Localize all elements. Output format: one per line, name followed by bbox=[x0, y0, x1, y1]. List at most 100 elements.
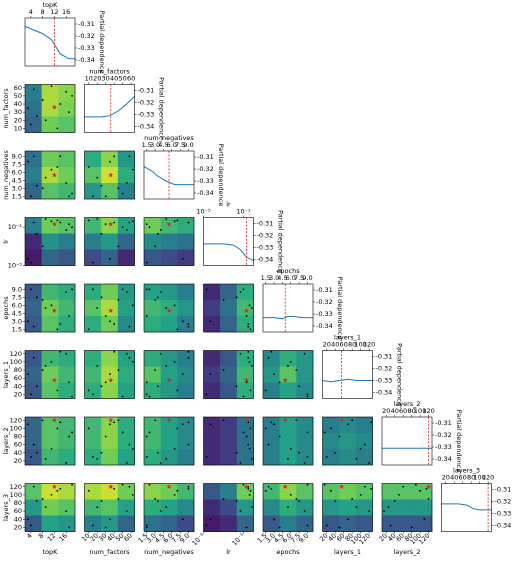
heatmap-cell bbox=[398, 499, 416, 516]
heatmap-cell bbox=[177, 249, 195, 266]
panel-frame bbox=[322, 350, 373, 399]
heatmap-cell bbox=[355, 449, 373, 466]
dimension-name: layers_2 bbox=[393, 400, 420, 408]
heatmap-cell bbox=[220, 316, 238, 333]
sample-point bbox=[109, 160, 111, 163]
dimension-name: num_factors bbox=[2, 88, 10, 129]
sample-point bbox=[27, 320, 29, 323]
sample-point bbox=[270, 487, 273, 490]
sample-point bbox=[27, 373, 29, 375]
panel-frame bbox=[84, 150, 135, 200]
panel-frame bbox=[84, 483, 135, 532]
sample-point bbox=[50, 447, 53, 450]
heatmap-cell bbox=[355, 499, 373, 516]
x-tick-label: 9.0 bbox=[297, 532, 310, 545]
y-axis-label: Partial dependence bbox=[158, 77, 166, 140]
heatmap-cell bbox=[117, 449, 135, 466]
heatmap-cell bbox=[41, 233, 59, 250]
sample-point bbox=[128, 155, 131, 158]
heatmap-cell bbox=[203, 300, 221, 317]
heatmap-cell bbox=[58, 417, 76, 434]
sample-point bbox=[125, 229, 128, 231]
heatmap-cell bbox=[41, 433, 59, 450]
best-point bbox=[108, 221, 114, 227]
dimension-name: layers_2 bbox=[393, 548, 420, 556]
x-tick-label: 8 bbox=[41, 8, 45, 16]
y-tick-label: -0.34 bbox=[257, 256, 274, 264]
heatmap-cell bbox=[58, 350, 76, 367]
x-tick-label: 16 bbox=[62, 8, 70, 16]
x-tick-label: 4.5 bbox=[158, 141, 168, 149]
sample-point bbox=[59, 487, 62, 490]
best-point bbox=[166, 417, 172, 423]
sample-point bbox=[267, 356, 270, 359]
y-tick-label: -0.33 bbox=[316, 310, 333, 318]
panel-frame bbox=[84, 84, 135, 133]
sample-point bbox=[96, 457, 99, 460]
dimension-name: num_negatives bbox=[144, 134, 194, 142]
panel-frame bbox=[24, 150, 76, 200]
sample-point bbox=[41, 419, 44, 422]
y-tick-label: 4.5 bbox=[12, 176, 22, 184]
heatmap-cell bbox=[117, 316, 135, 333]
sample-point bbox=[298, 385, 301, 388]
heatmap-cell bbox=[236, 316, 254, 333]
heatmap-cell bbox=[144, 433, 161, 450]
sample-point bbox=[68, 526, 71, 529]
heatmap-cell bbox=[25, 100, 42, 117]
best-point bbox=[51, 308, 57, 313]
sample-point bbox=[306, 395, 309, 398]
sample-point bbox=[104, 526, 107, 529]
sample-point bbox=[325, 524, 328, 527]
sample-point bbox=[242, 431, 245, 434]
y-tick-label: 60 bbox=[14, 374, 22, 382]
sample-point bbox=[32, 325, 35, 328]
heatmap-cell bbox=[25, 483, 42, 500]
sample-point bbox=[148, 483, 151, 486]
x-tick-label: 12 bbox=[50, 8, 58, 16]
sample-point bbox=[267, 443, 270, 446]
partial-dependence-line bbox=[24, 25, 75, 60]
heatmap-cell bbox=[117, 483, 135, 500]
y-tick-label: -0.32 bbox=[316, 298, 333, 306]
sample-point bbox=[65, 352, 68, 355]
y-tick-label: 20 bbox=[14, 390, 22, 398]
sample-point bbox=[165, 307, 168, 309]
sample-point bbox=[68, 315, 71, 317]
heatmap-cell bbox=[58, 483, 76, 500]
panel-frame bbox=[322, 416, 373, 466]
panel-frame bbox=[84, 350, 135, 399]
panel-frame bbox=[203, 416, 254, 466]
y-tick-label: 40 bbox=[14, 100, 22, 108]
heatmap-cell bbox=[160, 366, 178, 383]
sample-point bbox=[56, 127, 59, 130]
heatmap-cell bbox=[177, 316, 195, 333]
sample-point bbox=[393, 500, 396, 502]
heatmap-cell bbox=[58, 249, 76, 266]
sample-point bbox=[209, 423, 212, 426]
best-point bbox=[339, 417, 344, 423]
sample-point bbox=[187, 443, 190, 446]
y-tick-label: 9.0 bbox=[12, 285, 22, 293]
heatmap-cell bbox=[382, 515, 399, 532]
sample-point bbox=[68, 223, 71, 226]
heatmap-cell bbox=[279, 449, 297, 466]
heatmap-cell bbox=[84, 515, 102, 532]
y-tick-label: 80 bbox=[14, 366, 22, 374]
sample-point bbox=[32, 88, 35, 91]
panel-frame bbox=[24, 217, 76, 266]
y-tick-label: 40 bbox=[14, 382, 22, 390]
sample-point bbox=[222, 498, 225, 500]
sample-point bbox=[100, 500, 103, 502]
panel-frame bbox=[203, 483, 254, 532]
heatmap-cell bbox=[339, 449, 357, 466]
sample-point bbox=[273, 423, 276, 426]
heatmap-cell bbox=[41, 217, 59, 234]
y-tick-label: -0.31 bbox=[376, 353, 393, 361]
x-tick-label: 60 bbox=[459, 474, 467, 482]
y-axis-label: Partial dependence bbox=[277, 210, 285, 273]
sample-point bbox=[173, 304, 176, 307]
sample-point bbox=[251, 457, 253, 460]
x-tick-label: 80 bbox=[343, 532, 355, 544]
y-tick-label: 120 bbox=[10, 483, 22, 491]
